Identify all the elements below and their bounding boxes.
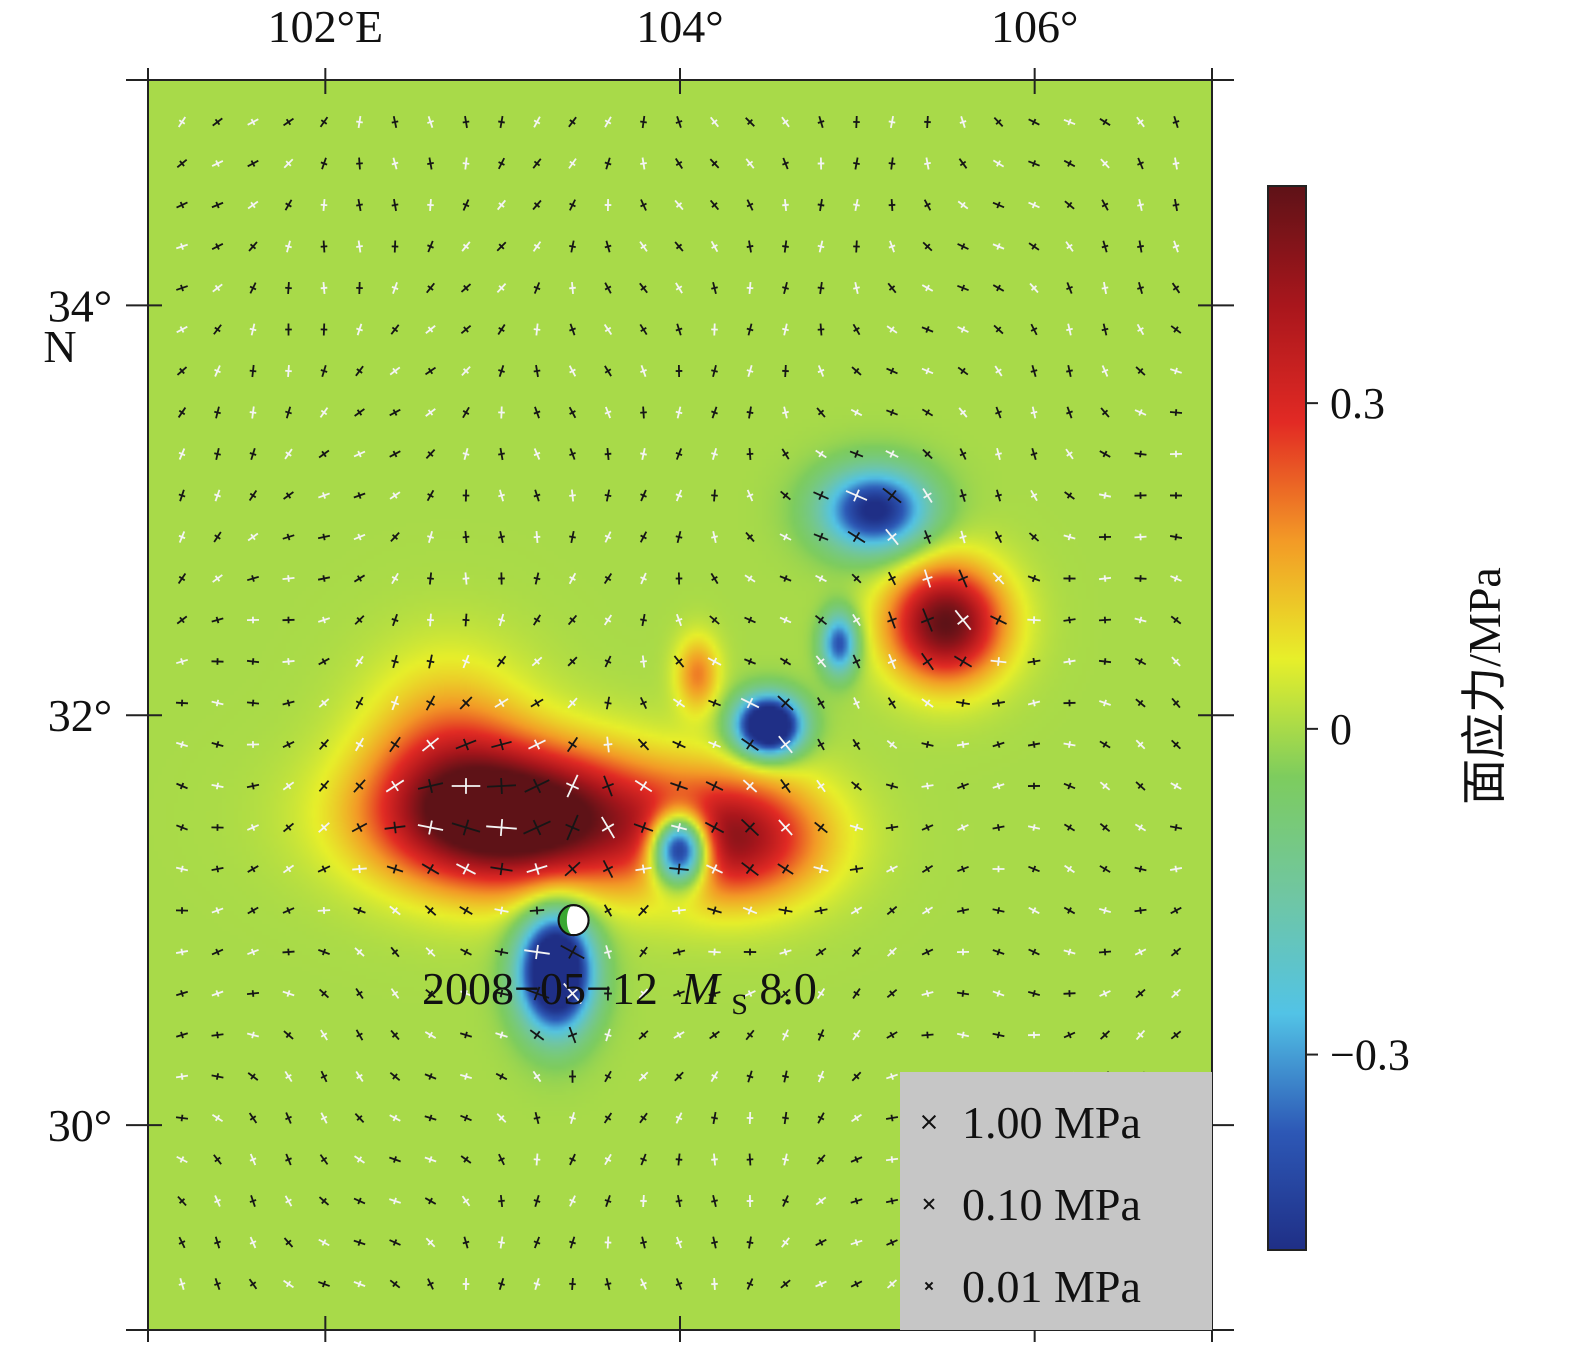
longitude-labels: 102°E 104° 106° [268, 1, 1079, 52]
colorbar: 0.3 0 −0.3 面应力/MPa [1268, 186, 1510, 1250]
colorbar-scale [1268, 186, 1306, 1250]
event-date: 2008−05−12 [422, 963, 658, 1014]
longitude-tick-label: 102°E [268, 1, 384, 52]
colorbar-tick-label: 0.3 [1330, 379, 1385, 428]
legend-label: 0.01 MPa [962, 1261, 1141, 1312]
latitude-tick-label: 32° [48, 690, 112, 741]
longitude-tick-label: 106° [991, 1, 1078, 52]
event-magnitude-subscript: S [731, 988, 748, 1021]
latitude-unit-label: N [43, 321, 76, 372]
event-magnitude-value: 8.0 [759, 963, 817, 1014]
cross-scale-legend: 1.00 MPa 0.10 MPa 0.01 MPa [900, 1072, 1212, 1330]
latitude-labels: 34°32°30° [48, 280, 112, 1151]
legend-label: 1.00 MPa [962, 1097, 1141, 1148]
colorbar-tick-label: 0 [1330, 705, 1352, 754]
colorbar-tick-label: −0.3 [1330, 1031, 1410, 1080]
colorbar-title: 面应力/MPa [1459, 567, 1510, 805]
colorbar-ticks: 0.3 0 −0.3 [1306, 379, 1410, 1079]
event-magnitude-symbol: M [680, 963, 722, 1014]
focal-mechanism-beachball-icon [559, 905, 589, 935]
latitude-tick-label: 30° [48, 1100, 112, 1151]
legend-label: 0.10 MPa [962, 1179, 1141, 1230]
longitude-tick-label: 104° [636, 1, 723, 52]
